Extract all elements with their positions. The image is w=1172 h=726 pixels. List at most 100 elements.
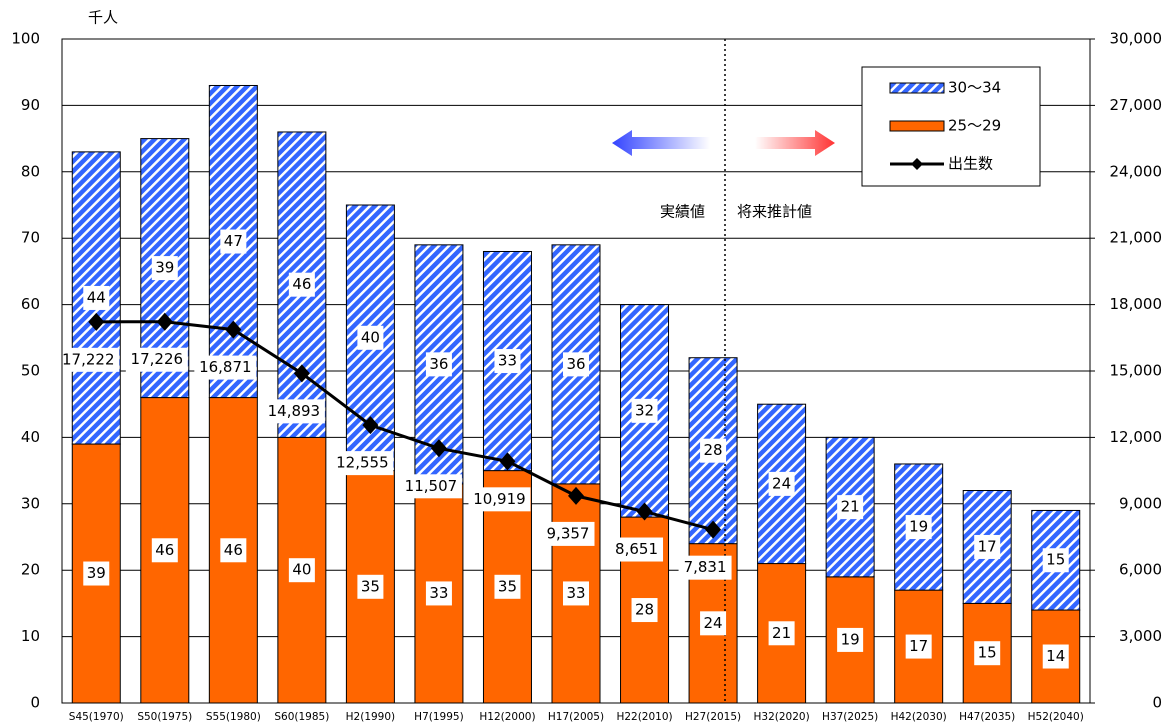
data-label: 46 — [292, 275, 311, 293]
data-label-bg — [905, 634, 932, 659]
y2-tick-label: 12,000 — [1110, 428, 1163, 446]
data-label-bg — [125, 347, 188, 372]
data-label-bg — [837, 627, 864, 652]
data-label-bg — [837, 495, 864, 520]
data-label-bg — [768, 621, 795, 646]
x-tick-label: H2(1990) — [346, 711, 396, 723]
annotation: 実績値 — [660, 203, 705, 221]
y2-tick-label: 30,000 — [1110, 30, 1163, 48]
data-label: 17 — [909, 637, 928, 655]
y2-tick-label: 27,000 — [1110, 96, 1163, 114]
data-label-bg — [1042, 644, 1069, 669]
data-label-bg — [425, 352, 452, 377]
data-label: 24 — [772, 474, 791, 492]
data-label: 15 — [1046, 551, 1065, 569]
data-label-bg — [974, 641, 1001, 666]
data-label-bg — [83, 285, 110, 310]
data-label: 17 — [978, 537, 997, 555]
data-label-bg — [1042, 548, 1069, 573]
line — [96, 320, 714, 532]
data-label-bg — [357, 325, 384, 350]
marker — [362, 416, 379, 435]
data-label: 8,651 — [615, 540, 658, 558]
legend-swatch — [911, 158, 923, 170]
y2-tick-label: 15,000 — [1110, 362, 1163, 380]
y-tick-label: 80 — [21, 162, 40, 180]
data-label-bg — [83, 561, 110, 586]
data-label: 35 — [498, 577, 517, 595]
y-tick-label: 70 — [21, 229, 40, 247]
data-label: 21 — [772, 624, 791, 642]
data-label: 19 — [841, 630, 860, 648]
y2-tick-label: 0 — [1152, 694, 1162, 712]
data-label: 36 — [429, 355, 448, 373]
data-label-bg — [357, 574, 384, 599]
y2-tick-label: 18,000 — [1110, 295, 1163, 313]
data-label: 14,893 — [268, 402, 321, 420]
data-label-bg — [631, 598, 658, 623]
x-tick-label: S60(1985) — [274, 711, 329, 723]
data-label: 10,919 — [473, 490, 526, 508]
data-label: 39 — [87, 564, 106, 582]
y2-tick-label: 3,000 — [1119, 627, 1162, 645]
x-tick-label: H7(1995) — [414, 711, 464, 723]
data-label-bg — [151, 256, 178, 281]
x-tick-label: H32(2020) — [754, 711, 810, 723]
x-tick-label: H47(2035) — [959, 711, 1015, 723]
data-label: 9,357 — [547, 524, 590, 542]
y2-tick-label: 21,000 — [1110, 229, 1163, 247]
data-label-bg — [151, 538, 178, 563]
x-tick-label: H22(2010) — [616, 711, 672, 723]
data-label-bg — [541, 521, 595, 546]
x-tick-label: S50(1975) — [137, 711, 192, 723]
annotation: 将来推計値 — [737, 203, 812, 221]
data-label: 19 — [909, 518, 928, 536]
legend-label: 25～29 — [948, 117, 1001, 135]
marker — [156, 312, 173, 331]
y-tick-label: 30 — [21, 494, 40, 512]
data-label-bg — [678, 555, 732, 580]
data-label-bg — [494, 349, 521, 374]
x-tick-label: H37(2025) — [822, 711, 878, 723]
data-label-bg — [631, 398, 658, 423]
data-label: 15 — [978, 644, 997, 662]
x-tick-label: H42(2030) — [891, 711, 947, 723]
plot-frame — [61, 38, 1091, 704]
y-tick-label: 100 — [11, 30, 40, 48]
data-label: 33 — [566, 584, 585, 602]
data-label-bg — [563, 352, 589, 377]
data-label-bg — [700, 611, 727, 636]
data-label: 46 — [155, 541, 174, 559]
data-label: 39 — [155, 259, 174, 277]
data-label-bg — [194, 355, 257, 380]
marker — [499, 452, 516, 471]
data-label: 14 — [1046, 647, 1065, 665]
x-tick-label: H17(2005) — [548, 711, 604, 723]
y2-tick-label: 9,000 — [1119, 494, 1162, 512]
data-label: 12,555 — [336, 454, 389, 472]
data-label-bg — [262, 399, 325, 424]
data-label: 17,226 — [131, 350, 184, 368]
data-label: 7,831 — [684, 558, 727, 576]
y2-tick-label: 6,000 — [1119, 561, 1162, 579]
x-tick-label: H27(2015) — [685, 711, 741, 723]
marker — [293, 364, 310, 383]
data-label: 11,507 — [405, 477, 458, 495]
x-tick-label: H52(2040) — [1028, 711, 1084, 723]
marker — [705, 520, 722, 539]
data-label-bg — [610, 537, 664, 562]
y-tick-label: 0 — [30, 694, 40, 712]
data-label-bg — [700, 438, 727, 463]
data-label-bg — [905, 515, 932, 540]
y-tick-label: 20 — [21, 561, 40, 579]
legend-swatch — [889, 82, 945, 94]
data-label: 44 — [87, 288, 106, 306]
data-label: 17,222 — [62, 350, 115, 368]
data-label-bg — [768, 471, 795, 496]
data-label-bg — [468, 487, 531, 512]
legend-swatch — [889, 120, 945, 132]
data-label-bg — [220, 229, 247, 254]
y-tick-label: 10 — [21, 627, 40, 645]
data-label-bg — [494, 574, 521, 599]
